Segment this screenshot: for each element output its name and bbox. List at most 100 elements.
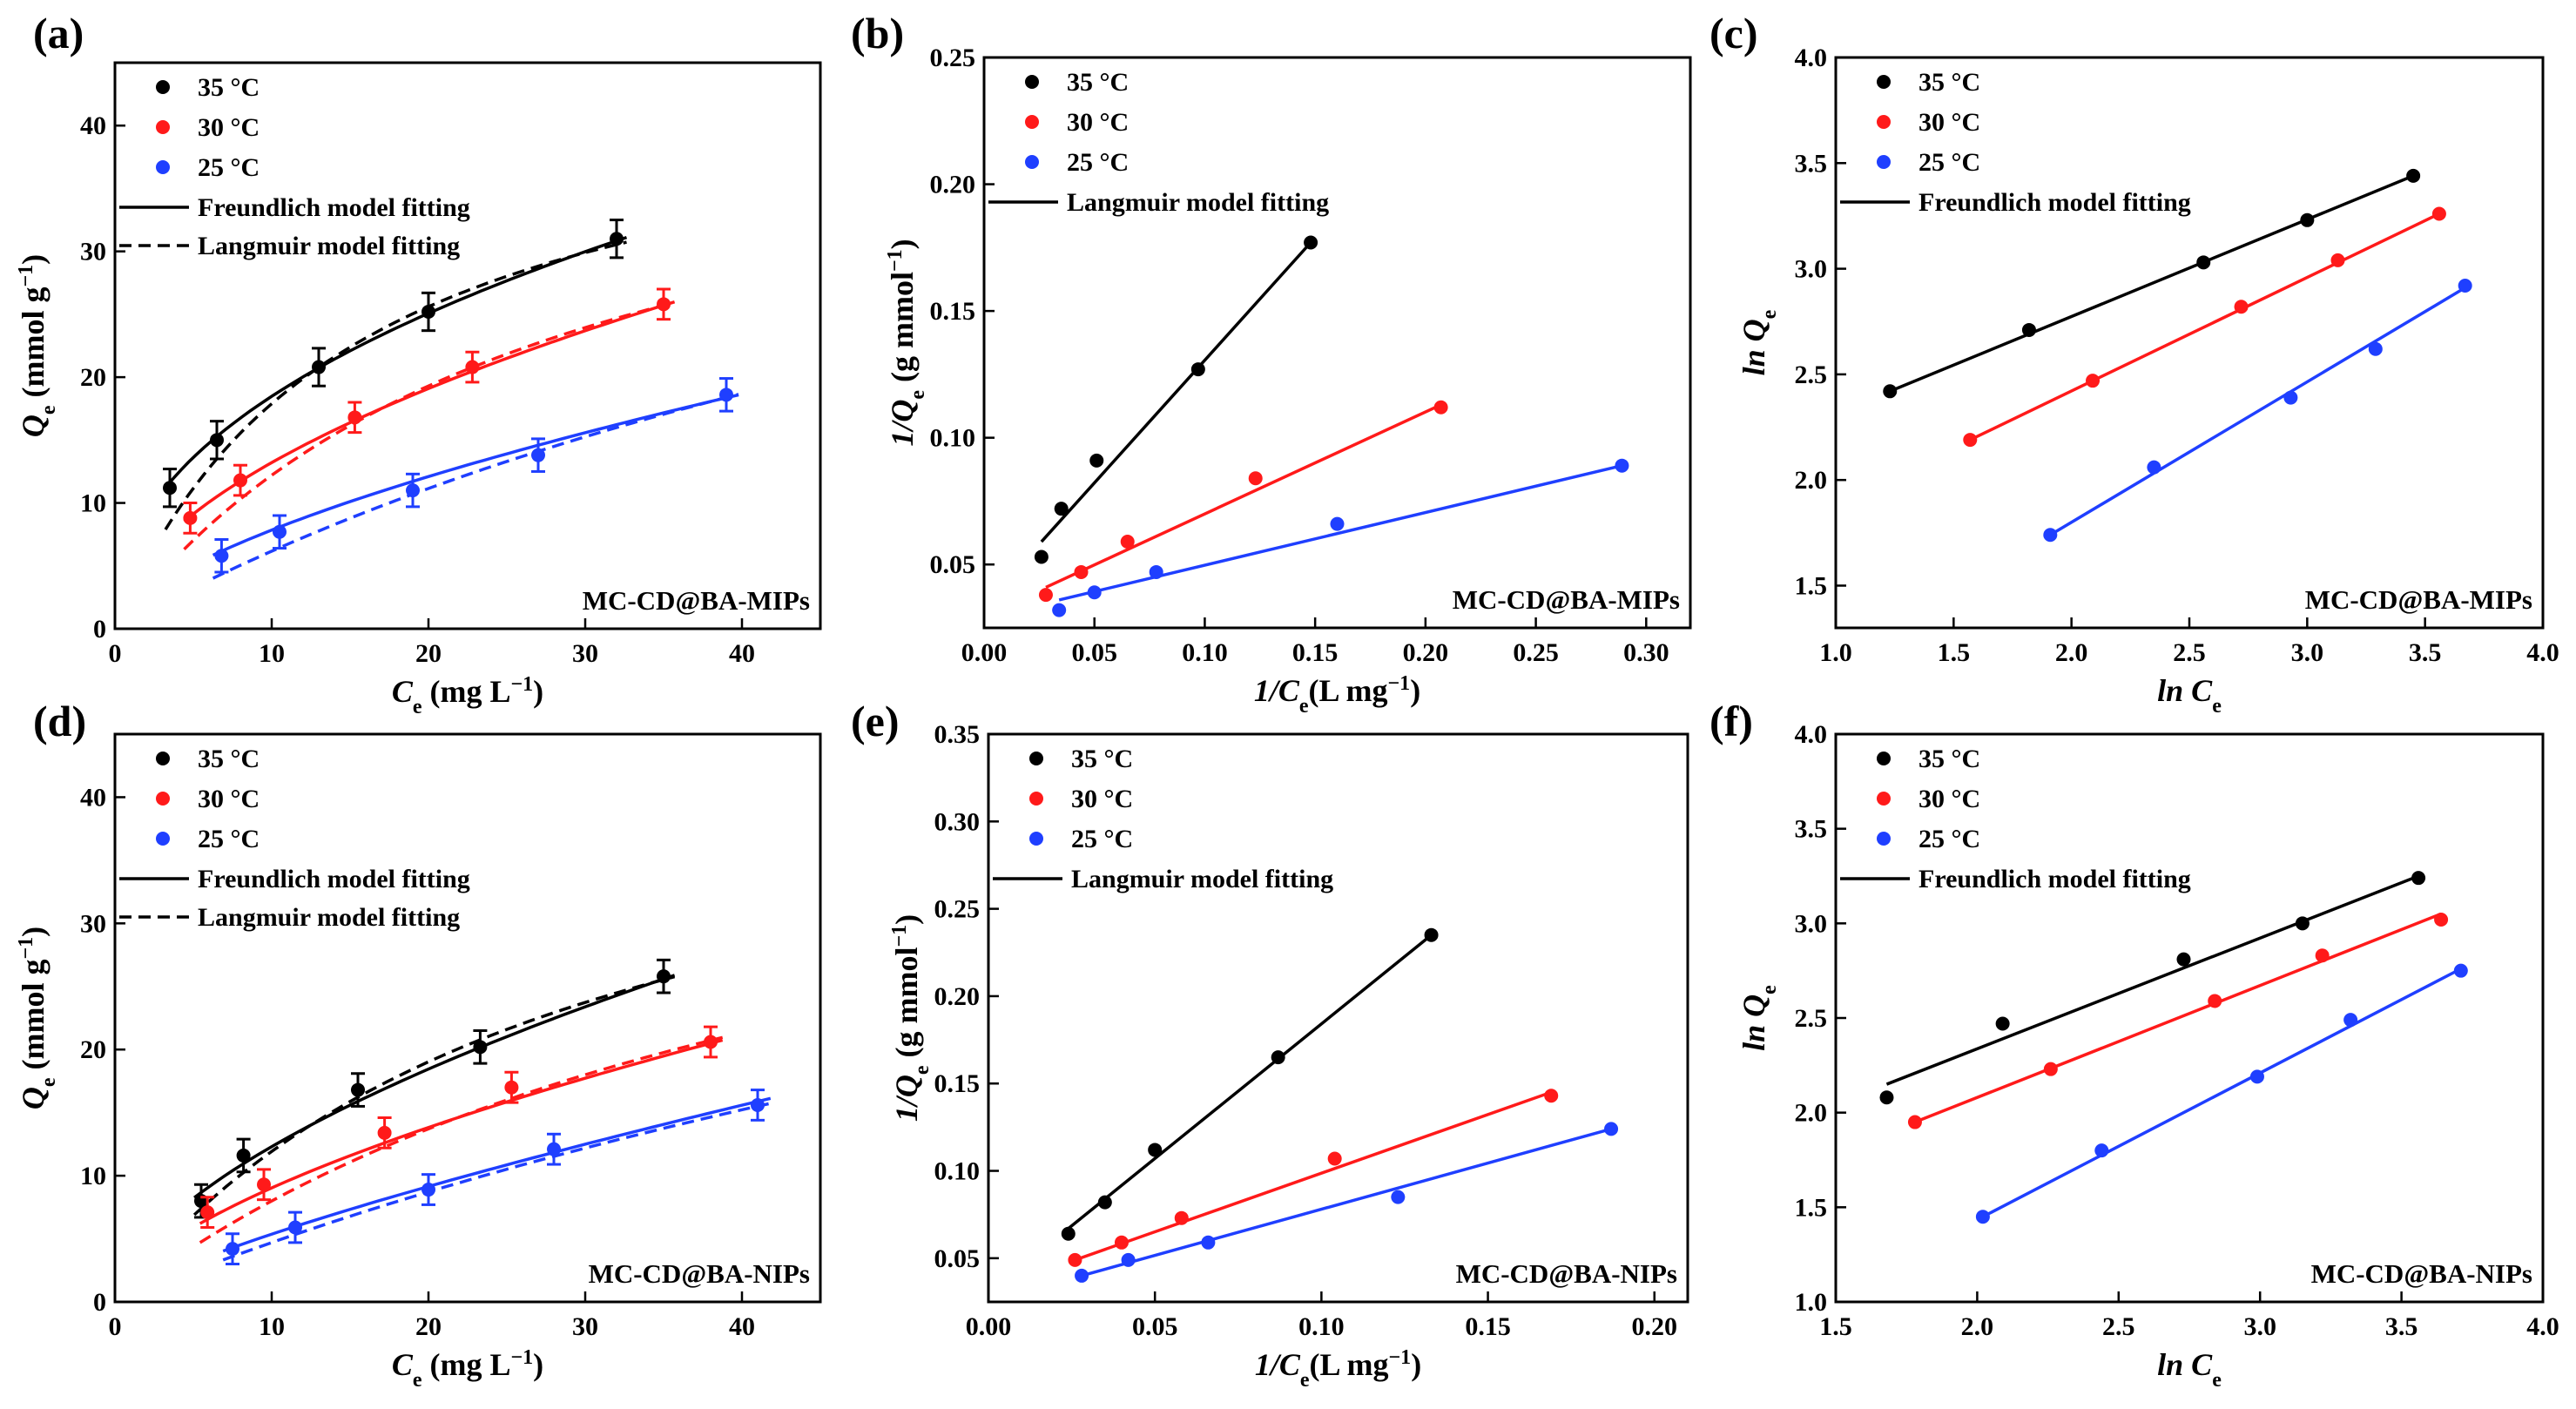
x-tick-label: 0.20 <box>1632 1312 1678 1341</box>
x-axis-title-xlabel_sup: −1 <box>510 1346 533 1369</box>
data-point <box>2021 322 2036 337</box>
data-point <box>163 481 177 496</box>
x-axis-title-xlabel_end: ) <box>533 1347 543 1382</box>
data-point <box>1433 400 1448 415</box>
y-tick-label: 0.20 <box>934 982 981 1011</box>
data-point <box>2043 1062 2058 1076</box>
y-axis-title-ylabel_end: ) <box>885 239 920 249</box>
legend-entry: 35 °C <box>198 73 260 102</box>
x-tick-label: 3.0 <box>2291 638 2324 667</box>
y-axis-title-ylabel_sub: e <box>907 390 929 400</box>
data-point <box>1054 502 1069 516</box>
data-point <box>2176 952 2191 967</box>
x-tick-label: 4.0 <box>2526 638 2559 667</box>
panel-f: (f)1.5 2.0 2.5 3.0 3.5 4.01.01.52.02.53.03.54… <box>1709 697 2559 1392</box>
legend-marker <box>1029 792 1043 806</box>
y-axis-title-ylabel_rest: (mmol g <box>16 960 51 1078</box>
y-axis-title: 1/Qe (g mmol−1) <box>888 914 934 1122</box>
data-point <box>1038 588 1053 603</box>
y-tick-label: 40 <box>80 111 106 140</box>
data-point <box>1544 1089 1559 1103</box>
y-axis-title-ylabel_sub: e <box>911 1065 934 1075</box>
y-tick-label: 0.15 <box>930 297 976 326</box>
x-tick-label: 40 <box>729 1312 755 1341</box>
sample-label: MC-CD@BA-NIPs <box>589 1258 810 1289</box>
x-axis-title-xlabel_end: ) <box>1410 673 1420 708</box>
y-axis-title: ln Qe <box>1736 309 1781 375</box>
langmuir-fit-curve <box>212 393 739 580</box>
fit-legend-entry: Freundlich model fitting <box>1919 188 2191 217</box>
legend-marker <box>156 120 170 134</box>
x-tick-label: 4.0 <box>2526 1312 2559 1341</box>
x-tick-label: 0.20 <box>1403 638 1449 667</box>
y-axis-title-ylabel_rest: (mmol g <box>16 287 51 406</box>
x-axis-title-xlabel_rest: (mg L <box>421 674 510 709</box>
x-axis-title-xlabel_end: ) <box>1411 1347 1421 1382</box>
legend-marker <box>1877 75 1891 89</box>
legend-marker <box>1877 115 1891 129</box>
data-point <box>312 360 326 374</box>
data-point <box>2208 994 2222 1008</box>
data-point <box>610 232 624 246</box>
freundlich-fit-curve <box>183 300 676 522</box>
y-tick-label: 2.5 <box>1795 1004 1828 1033</box>
data-point <box>1052 603 1067 617</box>
y-axis-title-ylabel_sub: e <box>37 1077 60 1087</box>
x-tick-label: 0.15 <box>1292 638 1339 667</box>
x-tick-label: 30 <box>572 639 598 668</box>
y-axis-title-ylabel_sub: e <box>1758 985 1781 994</box>
y-tick-label: 3.5 <box>1795 815 1828 844</box>
freundlich-fit-curve <box>222 1096 772 1253</box>
data-point <box>1174 1210 1189 1225</box>
panel-label-d: (d) <box>33 697 86 745</box>
legend-entry: 30 °C <box>1919 785 1980 813</box>
x-axis-title-xlabel_sup: −1 <box>510 673 533 696</box>
data-point <box>1149 564 1163 579</box>
data-point <box>421 305 435 319</box>
y-tick-label: 20 <box>80 1035 106 1064</box>
legend-entry: 30 °C <box>198 113 260 142</box>
x-tick-label: 0.05 <box>1132 1312 1178 1341</box>
x-tick-label: 3.5 <box>2385 1312 2418 1341</box>
sample-label: MC-CD@BA-NIPs <box>2311 1258 2532 1289</box>
freundlich-fit-curve <box>212 393 739 557</box>
data-point <box>1201 1235 1216 1250</box>
y-axis-title-ylabel_sup: −1 <box>888 925 911 947</box>
x-axis-title-xlabel_rest: (L mg <box>1308 673 1387 708</box>
data-point <box>2234 300 2249 314</box>
data-point <box>1089 453 1104 468</box>
data-point <box>2411 871 2426 886</box>
x-tick-label: 2.5 <box>2173 638 2206 667</box>
y-tick-label: 2.5 <box>1795 361 1828 389</box>
data-point <box>2300 212 2315 227</box>
data-point <box>200 1205 215 1220</box>
y-tick-label: 0.05 <box>930 550 976 579</box>
fit-legend-entry: Freundlich model fitting <box>1919 865 2191 893</box>
x-axis-title-xlabel_main: ln C <box>2157 673 2213 708</box>
legend-marker <box>1025 115 1039 129</box>
x-axis-title-xlabel_sub: e <box>2212 695 2222 718</box>
data-point <box>1330 516 1345 531</box>
data-point <box>214 549 229 563</box>
sample-label: MC-CD@BA-MIPs <box>1453 584 1680 615</box>
data-point <box>657 969 671 984</box>
linear-fit-line <box>2049 286 2466 536</box>
panel-label-a: (a) <box>33 9 84 57</box>
legend-marker <box>1877 832 1891 846</box>
x-axis-title: ln Ce <box>2157 1347 2222 1392</box>
x-tick-label: 0.00 <box>966 1312 1012 1341</box>
y-tick-label: 1.5 <box>1795 1193 1828 1222</box>
legend-marker <box>156 80 170 94</box>
plot-frame <box>1834 732 2545 1304</box>
data-point <box>465 360 480 374</box>
y-tick-label: 3.0 <box>1795 255 1828 284</box>
linear-fit-line <box>1040 241 1312 543</box>
y-tick-label: 0 <box>93 615 106 644</box>
data-point <box>1907 1115 1922 1129</box>
y-axis-title: Qe (mmol g−1) <box>15 254 60 437</box>
x-tick-label: 3.0 <box>2243 1312 2276 1341</box>
x-tick-label: 20 <box>415 639 442 668</box>
linear-fit-line <box>1081 1127 1612 1278</box>
data-point <box>1327 1151 1342 1166</box>
